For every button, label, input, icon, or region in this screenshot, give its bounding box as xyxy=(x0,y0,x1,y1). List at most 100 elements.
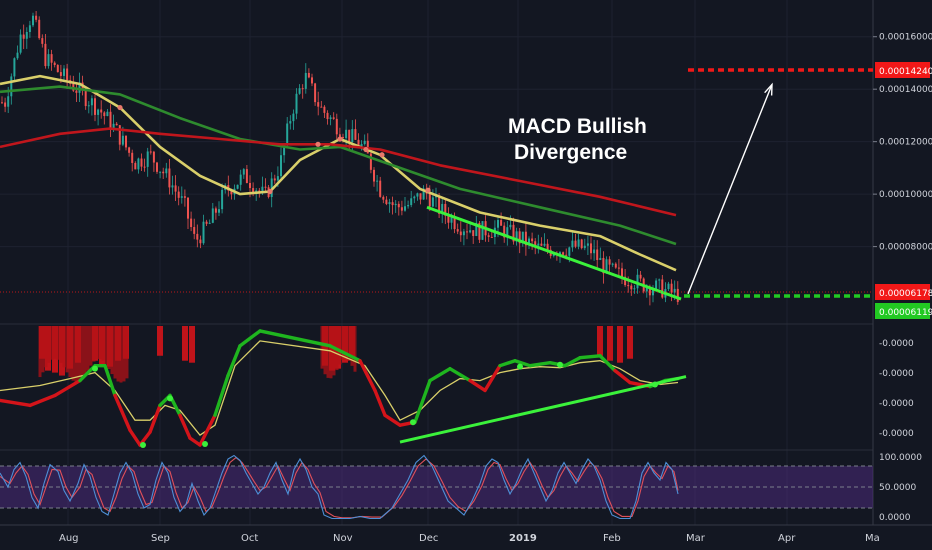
candle xyxy=(456,223,459,235)
candle xyxy=(264,178,267,192)
candle xyxy=(338,127,341,139)
candle-body xyxy=(518,231,521,244)
candle-body xyxy=(568,247,571,256)
candle-body xyxy=(112,123,115,130)
candle xyxy=(388,198,391,213)
macd-line-segment xyxy=(238,329,262,348)
macd-histogram-bar xyxy=(65,326,69,373)
candle-body xyxy=(103,112,106,117)
candle-body xyxy=(602,257,605,274)
target-arrow-head xyxy=(764,82,773,96)
candle-body xyxy=(320,106,323,108)
candle-body xyxy=(196,233,199,240)
candle xyxy=(444,199,447,225)
candle-body xyxy=(242,169,245,175)
moving-average-ma_mid xyxy=(0,85,677,246)
rsi-line-red xyxy=(0,456,679,519)
candle-body xyxy=(466,231,468,233)
candle-body xyxy=(326,112,329,120)
candle xyxy=(280,147,282,180)
macd-line-segment xyxy=(528,361,552,368)
candle xyxy=(506,220,509,246)
candle xyxy=(4,97,7,113)
candle-body xyxy=(648,287,651,296)
candle-body xyxy=(608,259,611,265)
candle-body xyxy=(180,196,183,198)
candle-body xyxy=(351,129,354,143)
candle-body xyxy=(121,135,124,145)
candle-body xyxy=(639,274,642,279)
time-tick-label: Oct xyxy=(241,533,258,544)
candle-body xyxy=(593,249,596,254)
macd-line-segment xyxy=(178,413,192,440)
macd-cross-dot xyxy=(202,441,208,448)
candle xyxy=(639,271,642,282)
candle xyxy=(500,212,503,226)
candle xyxy=(521,231,524,247)
price-axis-panel xyxy=(873,0,932,550)
macd-histogram-bar xyxy=(320,326,324,369)
candle-body xyxy=(159,171,162,173)
macd-histogram-bar xyxy=(68,326,72,378)
macd-line-segment xyxy=(198,413,217,447)
candle xyxy=(413,195,416,204)
candle-body xyxy=(249,182,251,189)
candle xyxy=(658,278,661,290)
candle xyxy=(214,206,217,220)
macd-tick-label: -0.0000 xyxy=(879,369,914,379)
candle-body xyxy=(10,76,13,97)
macd-histogram-bar xyxy=(38,326,42,378)
macd-histogram-bar xyxy=(116,326,120,382)
macd-histogram-bar xyxy=(125,326,129,379)
macd-histogram-bar xyxy=(74,326,78,383)
candle-body xyxy=(462,231,465,236)
price-tag-target: 0.00014240 xyxy=(875,62,932,78)
candle xyxy=(25,27,28,49)
candle-body xyxy=(360,144,363,148)
macd-signal-line xyxy=(0,340,679,436)
candle xyxy=(106,108,109,117)
macd-histogram-bar xyxy=(110,326,114,375)
macd-histogram-bar xyxy=(338,326,342,365)
candle-body xyxy=(416,193,419,197)
candle-body xyxy=(379,180,382,197)
macd-line-segment xyxy=(383,413,402,427)
candle-body xyxy=(369,153,372,170)
candle xyxy=(636,268,639,294)
candle xyxy=(16,45,19,60)
candle xyxy=(152,150,155,172)
candle-body xyxy=(577,239,580,247)
macd-histogram-bar xyxy=(107,326,111,370)
candle xyxy=(94,94,96,122)
candle-body xyxy=(199,239,202,244)
macd-histogram-bar xyxy=(47,326,51,363)
candle xyxy=(19,29,22,55)
candle-body xyxy=(571,240,574,248)
candle xyxy=(608,256,611,272)
candle-body xyxy=(90,98,93,106)
candle-body xyxy=(481,221,484,240)
candle xyxy=(273,174,276,184)
candle-body xyxy=(652,289,654,296)
candle xyxy=(38,16,41,40)
candle-body xyxy=(177,191,180,198)
macd-cross-dot xyxy=(167,395,173,402)
annotation-line-2: Divergence xyxy=(514,141,627,164)
candle-body xyxy=(617,267,620,269)
macd-histogram-bar xyxy=(607,326,613,361)
candle xyxy=(661,274,664,299)
candle-body xyxy=(673,288,676,293)
candle-body xyxy=(156,162,158,172)
candle xyxy=(323,105,326,119)
candle-body xyxy=(100,109,103,113)
price-tag-current: 0.00006178 xyxy=(875,284,932,300)
candle xyxy=(32,12,34,28)
time-tick-label: Aug xyxy=(59,533,79,544)
macd-histogram-bar xyxy=(41,326,45,373)
candle-body xyxy=(174,185,177,192)
candle-body xyxy=(376,180,379,182)
candle-body xyxy=(94,98,96,115)
candle-body xyxy=(624,276,627,286)
target-arrow-line xyxy=(687,84,773,295)
macd-line-segment xyxy=(148,403,162,434)
